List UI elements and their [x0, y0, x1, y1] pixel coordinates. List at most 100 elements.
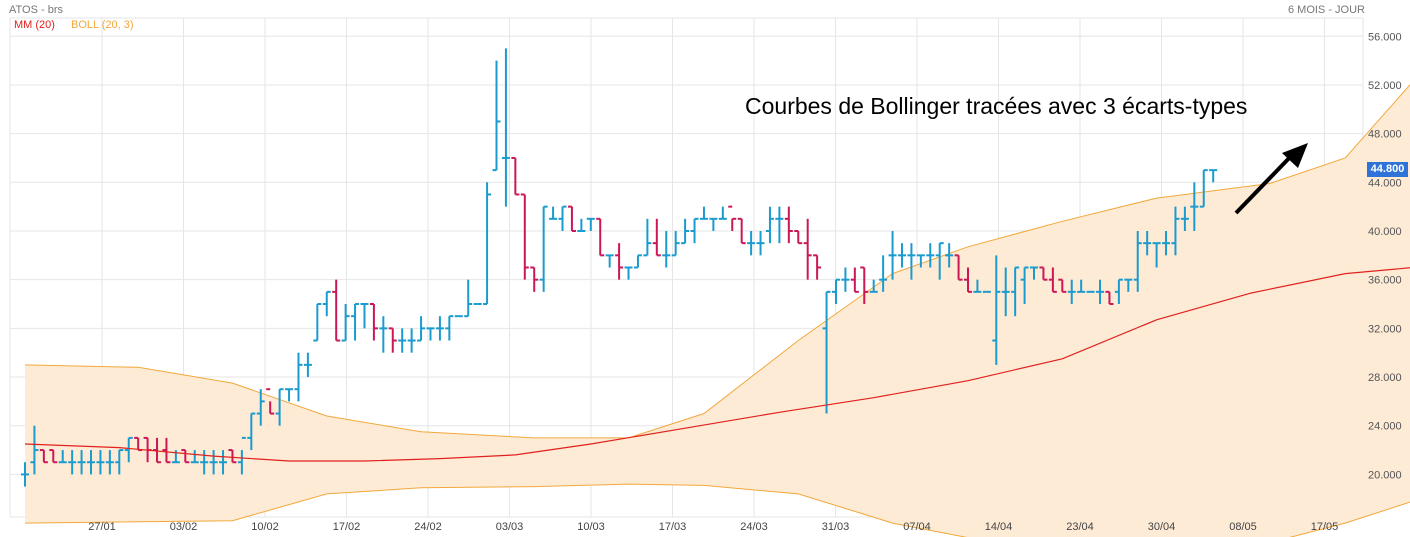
y-tick-label: 40.000 — [1368, 226, 1402, 238]
period-label: 6 MOIS - JOUR — [1287, 4, 1365, 16]
ohlc-bar — [285, 388, 294, 402]
y-tick-label: 28.000 — [1368, 372, 1402, 384]
ohlc-bar — [303, 352, 312, 378]
x-tick-label: 03/02 — [170, 521, 198, 533]
ohlc-bar — [200, 450, 209, 475]
legend-ma: MM (20) — [14, 19, 55, 31]
ohlc-bar — [360, 303, 369, 329]
ohlc-bar — [341, 304, 350, 342]
ohlc-bar — [1011, 266, 1020, 317]
ohlc-bar — [209, 450, 218, 475]
ohlc-bar — [1048, 267, 1057, 293]
x-tick-label: 08/05 — [1229, 521, 1257, 533]
x-tick-label: 10/03 — [577, 521, 605, 533]
y-tick-label: 20.000 — [1368, 469, 1402, 481]
ohlc-bar — [1124, 278, 1133, 292]
instrument-title: ATOS - brs — [9, 4, 63, 16]
ohlc-bar — [294, 352, 303, 402]
ohlc-bar — [737, 217, 746, 245]
ohlc-bar — [1077, 279, 1086, 293]
ohlc-bar — [219, 450, 228, 475]
ohlc-bar — [747, 230, 756, 256]
y-tick-label: 32.000 — [1368, 323, 1402, 335]
ohlc-bar — [417, 316, 426, 342]
ohlc-bar — [77, 450, 86, 475]
ohlc-bar — [671, 230, 680, 257]
ohlc-bar — [369, 303, 378, 341]
ohlc-bar — [1067, 279, 1076, 305]
ohlc-bar — [21, 462, 29, 487]
ohlc-bar — [247, 412, 256, 451]
ohlc-bar — [1143, 230, 1152, 256]
ohlc-bar — [530, 266, 539, 292]
legend-ma-label: MM (20) — [14, 19, 55, 31]
ohlc-bar — [407, 328, 416, 353]
ohlc-bar — [549, 206, 558, 220]
ohlc-bar — [869, 279, 878, 293]
ohlc-bar — [822, 290, 831, 414]
ohlc-bar — [115, 449, 124, 475]
ohlc-bar — [426, 327, 435, 341]
ohlc-bar — [784, 206, 793, 244]
ohlc-bar — [181, 449, 190, 464]
y-axis: 20.000 24.000 28.000 32.000 36.000 40.000 44.0… — [1368, 31, 1402, 481]
x-tick-label: 03/03 — [496, 521, 524, 533]
legend-boll: BOLL (20, 3) — [71, 19, 134, 31]
ohlc-bar — [464, 279, 473, 318]
ohlc-bar — [58, 450, 67, 464]
x-tick-label: 17/03 — [659, 521, 687, 533]
x-tick-label: 27/01 — [88, 521, 116, 533]
legend-boll-label: BOLL (20, 3) — [71, 19, 134, 31]
ohlc-bars — [21, 48, 1218, 487]
x-tick-label: 17/02 — [333, 521, 361, 533]
ohlc-bar — [501, 48, 510, 207]
ohlc-bar — [897, 243, 906, 268]
ohlc-bar — [1180, 206, 1189, 231]
ohlc-bar — [539, 205, 548, 292]
ohlc-bar — [624, 266, 633, 280]
x-tick-label: 30/04 — [1148, 521, 1176, 533]
ohlc-bar — [1162, 230, 1171, 256]
ohlc-bar — [964, 267, 972, 293]
ohlc-bar — [1152, 242, 1161, 268]
ohlc-bar — [879, 255, 888, 292]
x-tick-label: 07/04 — [903, 521, 931, 533]
ohlc-bar — [699, 206, 708, 220]
ohlc-bar — [256, 389, 265, 426]
ohlc-bar — [96, 450, 105, 475]
x-tick-label: 10/02 — [251, 521, 279, 533]
y-tick-label: 24.000 — [1368, 421, 1402, 433]
ohlc-bar — [39, 449, 48, 464]
ohlc-bar — [1030, 266, 1039, 280]
ohlc-bar — [266, 388, 275, 415]
ohlc-bar — [445, 315, 454, 341]
ohlc-bar — [322, 290, 331, 317]
ohlc-bar — [586, 217, 595, 231]
ohlc-bar — [492, 60, 501, 172]
bollinger-lower-line — [24, 483, 1410, 537]
ohlc-bar — [633, 254, 642, 269]
ohlc-bar — [728, 205, 737, 231]
ohlc-bar — [153, 437, 162, 464]
ohlc-bar — [803, 218, 812, 280]
ohlc-bar — [275, 388, 284, 426]
ohlc-bar — [841, 267, 850, 292]
ohlc-bar — [860, 266, 869, 305]
ohlc-bar — [483, 182, 492, 306]
x-tick-label: 31/03 — [822, 521, 850, 533]
ohlc-bar — [351, 303, 360, 341]
annotation-text: Courbes de Bollinger tracées avec 3 écar… — [745, 93, 1248, 119]
ohlc-bar — [794, 229, 803, 245]
ohlc-bar — [332, 279, 341, 342]
ohlc-bar — [1190, 182, 1199, 231]
x-tick-label: 24/02 — [414, 521, 442, 533]
ohlc-bar — [945, 243, 954, 268]
ohlc-bar — [935, 242, 944, 280]
ohlc-bar — [973, 279, 982, 293]
ohlc-bar — [831, 278, 840, 305]
annotation-arrow — [1234, 143, 1308, 215]
x-axis: 27/01 03/02 10/02 17/02 24/02 03/03 10/03 17/03… — [88, 521, 1338, 533]
y-tick-label: 56.000 — [1368, 31, 1402, 43]
ohlc-bar — [1209, 169, 1218, 183]
